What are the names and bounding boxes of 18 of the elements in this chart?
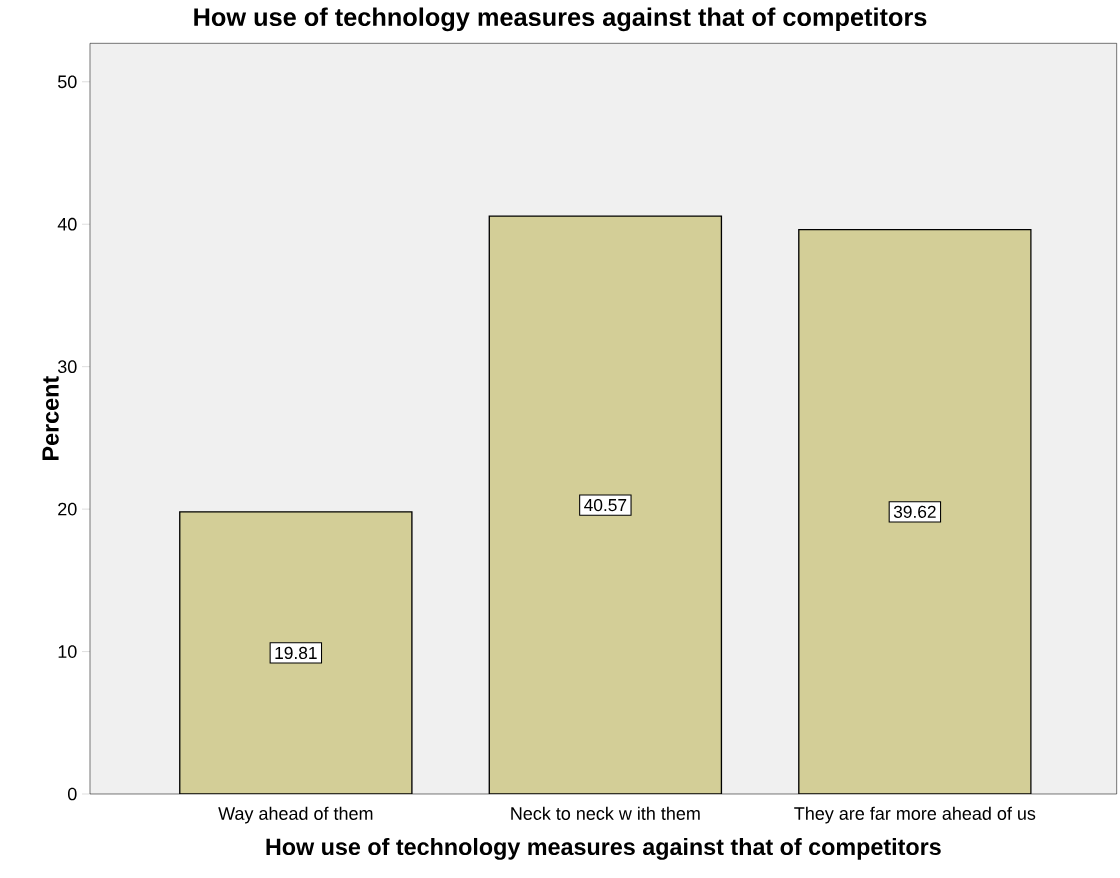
y-axis-title: Percent [42, 376, 59, 460]
x-axis-title: How use of technology measures against that of competitors [266, 837, 941, 860]
y-tick-label: 20 [58, 502, 77, 516]
chart-title: How use of technology measures against that of competitors [194, 7, 927, 32]
x-tick-label: Neck to neck w ith them [511, 806, 700, 820]
y-tick-label: 10 [58, 645, 77, 658]
x-tick-label: Way ahead of them [218, 806, 373, 824]
bar [798, 228, 1032, 794]
data-label: 19.81 [275, 646, 317, 660]
y-tick-label: 40 [57, 217, 77, 231]
data-label: 40.57 [584, 498, 627, 512]
y-tick-label: 0 [67, 787, 77, 801]
bar [179, 511, 413, 794]
x-tick-label: They are far more ahead of us [794, 806, 1036, 824]
bar [488, 215, 723, 794]
y-tick-label: 50 [57, 75, 77, 89]
y-tick-label: 30 [57, 360, 77, 374]
data-label: 39.62 [893, 505, 936, 518]
